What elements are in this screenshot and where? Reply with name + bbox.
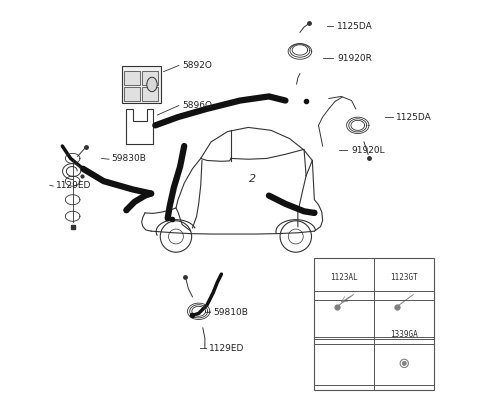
- Bar: [374, 339, 434, 385]
- Bar: [143, 71, 158, 85]
- Bar: [124, 87, 140, 101]
- Text: 5892O: 5892O: [182, 61, 212, 70]
- Bar: [122, 66, 161, 103]
- Text: 91920R: 91920R: [337, 54, 372, 63]
- Bar: [314, 291, 374, 337]
- Ellipse shape: [147, 77, 157, 92]
- Text: 91920L: 91920L: [351, 146, 385, 155]
- Text: 59810B: 59810B: [213, 308, 248, 317]
- Bar: [143, 87, 158, 101]
- Text: 1123AL: 1123AL: [330, 273, 358, 282]
- Bar: [374, 291, 434, 337]
- Text: 1339GA: 1339GA: [390, 330, 418, 339]
- Bar: [314, 258, 434, 390]
- Text: 1125DA: 1125DA: [396, 113, 432, 121]
- Text: 5896O: 5896O: [182, 101, 212, 110]
- Text: 59830B: 59830B: [111, 154, 146, 163]
- Circle shape: [402, 362, 407, 365]
- Text: 1129ED: 1129ED: [209, 344, 244, 353]
- Text: 2: 2: [249, 174, 256, 184]
- Text: 1129ED: 1129ED: [56, 181, 92, 190]
- Text: 1125DA: 1125DA: [337, 22, 373, 31]
- Bar: [314, 339, 374, 385]
- Bar: [124, 71, 140, 85]
- Text: 1123GT: 1123GT: [390, 273, 418, 282]
